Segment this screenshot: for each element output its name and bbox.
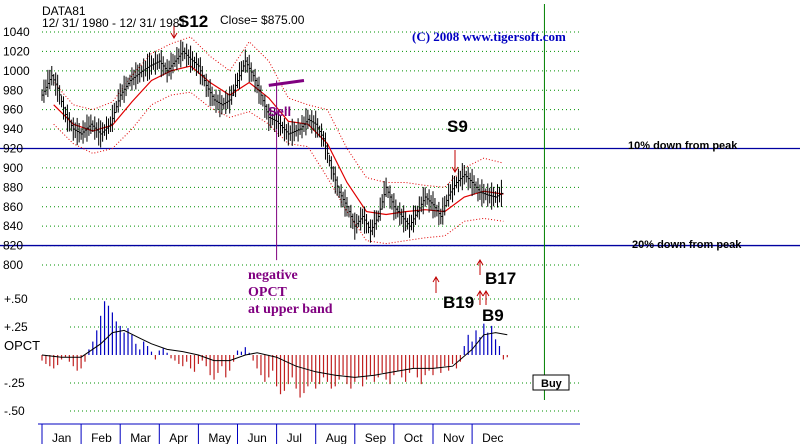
ref-label-10pct: 10% down from peak <box>628 140 738 152</box>
negative-opct-line1: negative <box>248 268 298 283</box>
signal-s9: S9 <box>447 117 468 136</box>
month-label-sep: Sep <box>365 431 387 444</box>
axis-layer: 1040 1020 1000 980 960 940 920 900 880 860 840 820 8… <box>3 4 580 444</box>
signal-b17: B17 <box>485 269 516 288</box>
signal-b19: B19 <box>443 293 474 312</box>
bands-layer <box>53 36 504 261</box>
month-label-jun: Jun <box>248 431 267 444</box>
month-label-jan: Jan <box>52 431 71 444</box>
signal-arrow-b17-head <box>476 259 484 266</box>
signal-arrow-b9a-head <box>476 290 484 297</box>
sell-annotation: Sell <box>268 104 291 119</box>
sell-marker-line <box>268 79 305 87</box>
month-label-feb: Feb <box>91 431 112 444</box>
price-tick-label: 980 <box>3 83 23 97</box>
negative-opct-line3: at upper band <box>248 302 333 317</box>
price-tick-label: 960 <box>3 103 23 117</box>
month-label-mar: Mar <box>130 431 151 444</box>
chart-close-label: Close= $875.00 <box>220 13 305 27</box>
month-label-apr: Apr <box>169 431 188 444</box>
opct-tick-label: +.25 <box>4 320 28 334</box>
signal-arrow-b9b-head <box>482 290 490 297</box>
price-tick-label: 820 <box>3 239 23 253</box>
price-tick-label: 860 <box>3 200 23 214</box>
price-tick-label: 1020 <box>3 44 30 58</box>
opct-smooth-line <box>41 329 508 378</box>
price-tick-label: 1000 <box>3 64 30 78</box>
signal-s12: S12 <box>178 12 208 31</box>
month-label-aug: Aug <box>326 431 347 444</box>
reference-lines <box>0 147 800 247</box>
moving-average-line <box>53 65 504 216</box>
buy-box <box>532 374 570 391</box>
month-label-nov: Nov <box>443 431 464 444</box>
opct-layer <box>41 301 508 398</box>
signal-b9: B9 <box>482 306 504 325</box>
price-tick-label: 900 <box>3 161 23 175</box>
signal-arrow-s12-head <box>170 32 178 39</box>
month-label-oct: Oct <box>404 431 423 444</box>
month-label-dec: Dec <box>482 431 503 444</box>
price-tick-label: 940 <box>3 122 23 136</box>
opct-tick-label: -.25 <box>4 376 25 390</box>
opct-tick-label: -.50 <box>4 404 25 418</box>
signal-arrow-b19-head <box>432 276 440 283</box>
price-tick-label: 840 <box>3 219 23 233</box>
negative-opct-line2: OPCT <box>248 285 288 300</box>
chart-date-range: 12/ 31/ 1980 - 12/ 31/ 1981 <box>42 16 186 30</box>
chart-symbol: DATA81 <box>42 4 86 18</box>
price-bars-layer <box>41 40 504 243</box>
signal-arrow-s9-head <box>451 166 459 173</box>
price-tick-label: 880 <box>3 180 23 194</box>
buy-label: Buy <box>541 378 563 390</box>
price-tick-label: 1040 <box>3 25 30 39</box>
price-tick-label: 920 <box>3 142 23 156</box>
month-label-jul: Jul <box>287 431 302 444</box>
price-tick-label: 800 <box>3 258 23 272</box>
opct-tick-label: +.50 <box>4 292 28 306</box>
month-label-may: May <box>208 431 231 444</box>
copyright-label: (C) 2008 www.tigersoft.com <box>412 29 566 44</box>
opct-axis-label: OPCT <box>4 338 40 353</box>
ref-label-20pct: 20% down from peak <box>632 239 742 251</box>
